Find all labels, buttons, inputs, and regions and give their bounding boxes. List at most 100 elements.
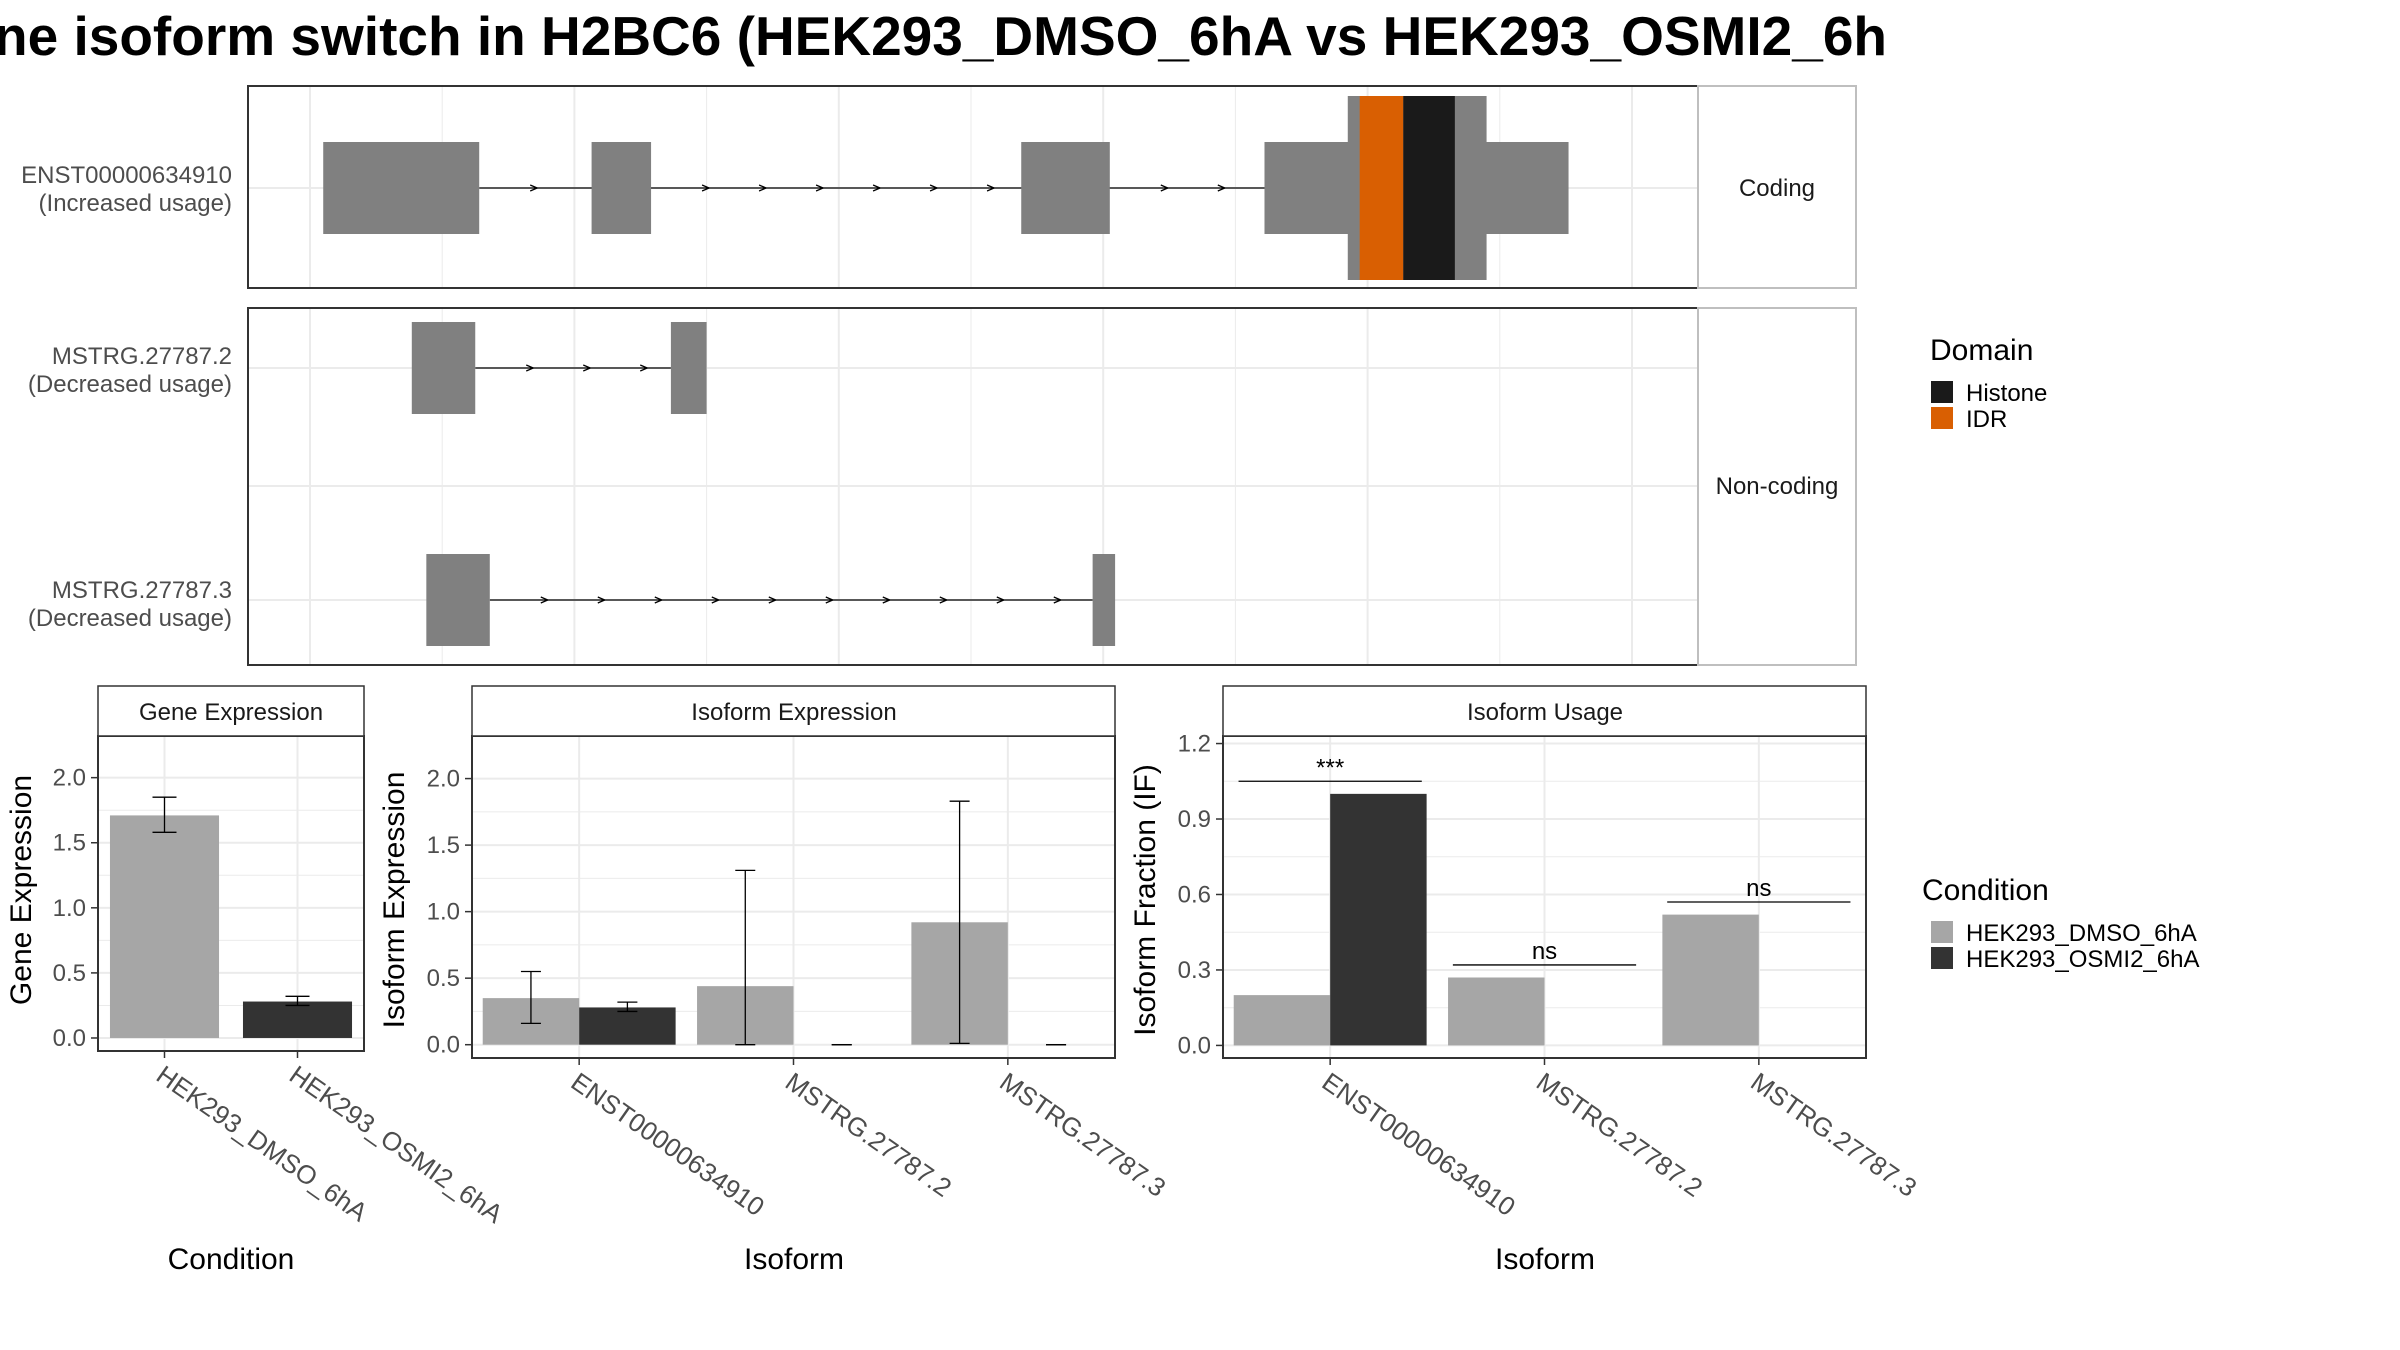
gene-expression-ytick-label: 1.5 [53,830,86,857]
exon-block [591,142,652,234]
gene-expression-bars [109,796,353,1038]
coding-strip [1697,85,1857,289]
isoform-usage-bars: *** ns ns [1233,754,1851,1046]
intron-arrow [1053,596,1063,604]
intron-arrow [1160,184,1170,192]
coding-strip-label: Coding [1739,175,1815,202]
gene-expression-bar [242,1001,353,1038]
gene-expression-ytick-label: 0.5 [53,960,86,987]
legend-swatch-osmi [1931,947,1953,969]
intron-arrow [582,364,592,372]
gene-expression-ytick-label: 1.0 [53,895,86,922]
intron-arrow [768,596,778,604]
isoform-usage-strip-title: Isoform Usage [1467,699,1623,726]
isoform-expression-ytick-label: 2.0 [427,766,460,793]
structure-tracks [323,96,1569,646]
noncoding-strip-label: Non-coding [1716,473,1839,500]
gene-expression-strip [97,685,365,737]
intron-arrow [996,596,1006,604]
transcript-label-3-usage: (Decreased usage) [28,605,232,632]
intron-arrow [882,596,892,604]
legend-label-dmso: HEK293_DMSO_6hA [1966,920,2197,947]
idr-domain [1359,96,1404,280]
transcript-label-2-usage: (Decreased usage) [28,371,232,398]
gene-expression-xlabel: Condition [168,1243,295,1276]
isoform-expression-strip [471,685,1116,737]
gene-expression-bar [109,815,220,1038]
legend-swatch-histone [1931,381,1953,403]
isoform-usage-ytick-label: 0.0 [1178,1032,1211,1059]
intron-arrow [597,596,607,604]
isoform-usage-ticks: 0.0 0.3 0.6 0.9 1.2 ENST00000634910 MSTRG.2778… [1178,731,1923,1222]
intron-arrow [711,596,721,604]
isoform-usage-xtick-label: MSTRG.27787.3 [1745,1066,1922,1202]
intron-arrow [701,184,711,192]
domain-legend-title: Domain [1930,334,2033,367]
exon-block [426,554,490,646]
noncoding-strip [1697,307,1857,666]
intron-arrow [639,364,649,372]
isoform-usage-xlabel: Isoform [1495,1243,1595,1276]
intron-arrow [929,184,939,192]
histone-domain [1403,96,1455,280]
transcript-label-3-name: MSTRG.27787.3 [52,577,232,604]
intron-arrow [540,596,550,604]
legend-label-histone: Histone [1966,380,2047,407]
intron-arrow [872,184,882,192]
isoform-usage-bar [1233,995,1331,1046]
isoform-expression-ytick-label: 0.0 [427,1032,460,1059]
transcript-label-1-name: ENST00000634910 [21,162,232,189]
exon-block [1021,142,1110,234]
intron-arrow [986,184,996,192]
isoform-expression-bar [579,1007,676,1045]
isoform-expression-ylabel: Isoform Expression [378,772,411,1029]
isoform-expression-xlabel: Isoform [744,1243,844,1276]
isoform-expression-bars [482,800,1067,1046]
gene-expression-ylabel: Gene Expression [5,775,38,1005]
isoform-usage-xtick-label: ENST00000634910 [1317,1066,1521,1222]
intron-arrow [825,596,835,604]
isoform-usage-ytick-label: 0.9 [1178,806,1211,833]
isoform-expression-ytick-label: 0.5 [427,965,460,992]
intron-arrow [654,596,664,604]
isoform-usage-strip [1222,685,1867,737]
gene-expression-xtick-label: HEK293_DMSO_6hA [151,1059,374,1227]
exon-block [670,322,707,414]
exon-block [1092,554,1116,646]
isoform-expression-strip-title: Isoform Expression [691,699,896,726]
transcript-label-1-usage: (Increased usage) [39,190,232,217]
isoform-expression-xtick-label: MSTRG.27787.2 [780,1066,957,1202]
gene-expression-ytick-label: 0.0 [53,1025,86,1052]
isoform-usage-ytick-label: 0.3 [1178,957,1211,984]
domain-legend: Domain Histone IDR [1930,334,2047,433]
isoform-usage-ytick-label: 1.2 [1178,731,1211,758]
isoform-expression-xtick-label: MSTRG.27787.3 [994,1066,1171,1202]
isoform-usage-ytick-label: 0.6 [1178,881,1211,908]
isoform-usage-significance-label: ns [1532,938,1557,965]
isoform-usage-ylabel: Isoform Fraction (IF) [1129,764,1162,1036]
gene-expression-strip-title: Gene Expression [139,699,323,726]
isoform-usage-significance-label: ns [1746,875,1771,902]
condition-legend: Condition HEK293_DMSO_6hA HEK293_OSMI2_6… [1922,874,2199,973]
condition-legend-title: Condition [1922,874,2049,907]
gene-expression-ytick-label: 2.0 [53,765,86,792]
figure-title: ne isoform switch in H2BC6 (HEK293_DMSO_… [0,5,1887,67]
intron-arrow [815,184,825,192]
legend-swatch-idr [1931,407,1953,429]
legend-label-idr: IDR [1966,406,2007,433]
intron-arrow [758,184,768,192]
isoform-usage-bar [1330,793,1427,1046]
intron-arrow [939,596,949,604]
legend-swatch-dmso [1931,921,1953,943]
intron-arrow [1217,184,1227,192]
legend-label-osmi: HEK293_OSMI2_6hA [1966,946,2199,973]
transcript-label-2-name: MSTRG.27787.2 [52,343,232,370]
isoform-usage-bar [1448,977,1545,1046]
intron-arrow [529,184,539,192]
gene-expression-xtick-label: HEK293_OSMI2_6hA [284,1059,509,1229]
isoform-expression-ytick-label: 1.5 [427,832,460,859]
